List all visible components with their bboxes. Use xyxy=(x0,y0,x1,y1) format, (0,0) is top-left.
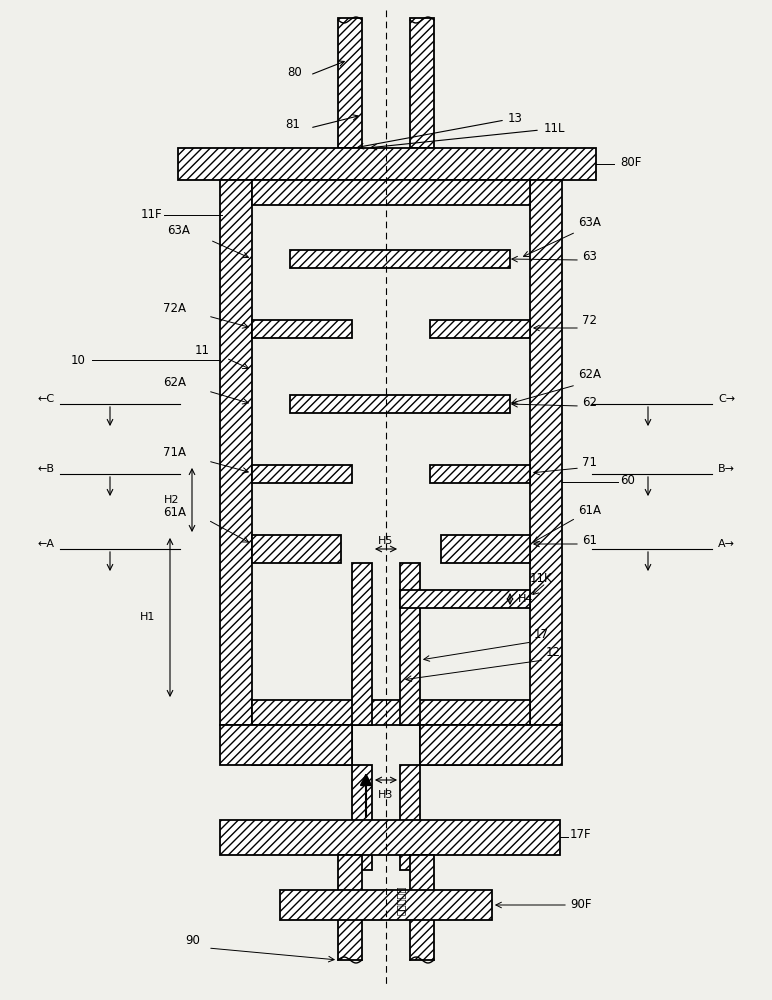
Text: 81: 81 xyxy=(285,118,300,131)
Bar xyxy=(420,725,530,765)
Bar xyxy=(400,590,530,608)
Text: ←A: ←A xyxy=(38,539,55,549)
Bar xyxy=(400,765,420,870)
Bar xyxy=(252,700,530,725)
Bar xyxy=(352,765,372,870)
Bar xyxy=(280,890,492,920)
Text: 80F: 80F xyxy=(620,155,642,168)
Text: 超声波噪声: 超声波噪声 xyxy=(396,885,406,915)
Text: 60: 60 xyxy=(620,474,635,487)
Text: 11: 11 xyxy=(195,344,210,357)
Text: 62: 62 xyxy=(582,395,597,408)
Text: H2: H2 xyxy=(164,495,180,505)
Text: ←C: ←C xyxy=(38,394,55,404)
Text: 12: 12 xyxy=(546,646,561,658)
Bar xyxy=(290,250,510,268)
Text: A→: A→ xyxy=(718,539,735,549)
Bar xyxy=(252,535,341,563)
Text: C→: C→ xyxy=(718,394,735,404)
Text: 11L: 11L xyxy=(544,121,566,134)
Bar xyxy=(352,563,372,725)
Text: 62A: 62A xyxy=(578,368,601,381)
Bar xyxy=(441,535,530,563)
Text: 61A: 61A xyxy=(578,504,601,516)
Bar xyxy=(400,563,420,725)
Bar xyxy=(430,320,530,338)
Text: 63A: 63A xyxy=(167,224,190,236)
Text: H3: H3 xyxy=(378,790,394,800)
Text: 11F: 11F xyxy=(141,209,162,222)
Text: 17F: 17F xyxy=(570,828,591,842)
Text: 13: 13 xyxy=(508,111,523,124)
Text: 72: 72 xyxy=(582,314,597,326)
Text: B→: B→ xyxy=(718,464,735,474)
Text: 90F: 90F xyxy=(570,898,591,912)
Bar xyxy=(290,395,510,413)
Text: H4: H4 xyxy=(518,594,533,604)
Bar xyxy=(430,465,530,483)
Text: 10: 10 xyxy=(70,354,86,366)
Bar xyxy=(338,855,362,960)
Bar xyxy=(530,180,562,725)
Text: 61: 61 xyxy=(582,534,597,546)
Text: 90: 90 xyxy=(185,934,200,946)
Bar xyxy=(252,725,352,765)
Text: H1: H1 xyxy=(141,612,156,622)
Bar xyxy=(220,820,560,855)
Text: 72A: 72A xyxy=(163,302,186,314)
Text: 80: 80 xyxy=(287,66,302,79)
Bar xyxy=(220,725,352,765)
Text: 71: 71 xyxy=(582,456,597,468)
Bar xyxy=(252,320,352,338)
Text: 63: 63 xyxy=(582,249,597,262)
Bar xyxy=(178,148,596,180)
Text: 62A: 62A xyxy=(163,376,186,389)
Text: 17: 17 xyxy=(534,629,549,642)
Bar xyxy=(220,180,252,725)
Text: 71A: 71A xyxy=(163,446,186,460)
Text: 61A: 61A xyxy=(163,506,186,518)
Bar xyxy=(252,180,530,205)
Bar xyxy=(252,465,352,483)
Bar xyxy=(410,18,434,148)
Text: 63A: 63A xyxy=(578,216,601,229)
Bar xyxy=(338,18,362,148)
Text: 11K: 11K xyxy=(530,572,553,584)
Text: H5: H5 xyxy=(378,536,394,546)
Bar xyxy=(410,855,434,960)
Bar xyxy=(420,725,562,765)
Text: ←B: ←B xyxy=(38,464,55,474)
